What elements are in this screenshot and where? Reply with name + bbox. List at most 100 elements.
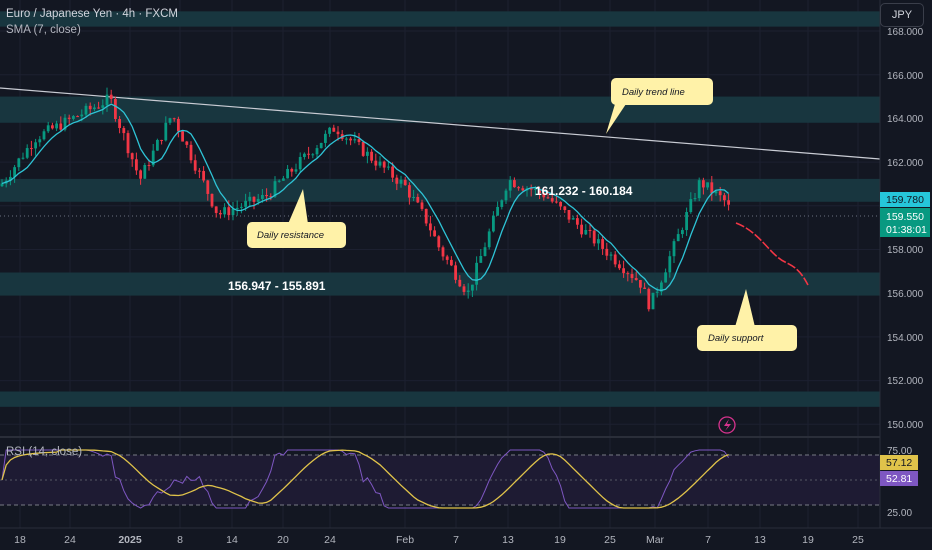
candle-body	[361, 142, 365, 156]
candle-body	[256, 198, 260, 202]
time-label: 13	[502, 534, 514, 546]
candle-body	[198, 170, 201, 172]
candle-body	[576, 218, 579, 225]
rsi-indicator-label[interactable]: RSI (14, close)	[6, 446, 83, 458]
sma-value-badge	[880, 192, 930, 207]
candle-body	[584, 229, 588, 235]
candle-body	[130, 153, 134, 160]
price-axis[interactable]: 168.000 166.000 164.000 162.000 158.000 …	[879, 0, 932, 550]
sma-line	[1, 103, 730, 292]
candle-body	[290, 168, 294, 172]
candle-body	[269, 196, 273, 198]
candle-body	[550, 198, 554, 202]
time-axis[interactable]: 18 24 2025 8 14 20 24 Feb 7 13 19 25 Mar 7 13 19 25	[0, 527, 932, 546]
time-label: 7	[453, 534, 459, 546]
candle-body	[370, 151, 373, 161]
candle-body	[151, 150, 155, 166]
candle-body	[387, 166, 390, 168]
candle-body	[483, 247, 487, 256]
candle-body	[46, 125, 50, 132]
candle-body	[676, 234, 680, 242]
candle-body	[513, 180, 516, 188]
candle-body	[38, 139, 42, 143]
time-label: 13	[754, 534, 766, 546]
sma-indicator-label[interactable]: SMA (7, close)	[6, 24, 81, 36]
candle-body	[555, 201, 558, 203]
daily-trend-line[interactable]	[0, 87, 881, 160]
lightning-icon[interactable]	[718, 416, 736, 434]
zone-band[interactable]	[0, 391, 880, 407]
time-label: 8	[177, 534, 183, 546]
zone-band[interactable]	[0, 178, 880, 202]
candle-body	[693, 198, 697, 200]
rsi-tick: 75.00	[887, 446, 912, 457]
currency-button[interactable]: JPY	[880, 3, 924, 27]
price-tick: 168.000	[887, 27, 924, 38]
candle-body	[408, 185, 411, 198]
candle-body	[613, 254, 617, 265]
candle-body	[282, 178, 285, 181]
candle-body	[332, 127, 336, 132]
candle-body	[345, 138, 348, 140]
zone-band[interactable]	[0, 11, 880, 27]
candle-body	[454, 265, 457, 280]
candle-body	[588, 229, 592, 231]
candle-body	[319, 142, 323, 149]
candle-body	[248, 196, 252, 201]
trend-line-note[interactable]: Daily trend line	[606, 78, 713, 134]
candle-body	[681, 230, 684, 235]
support-note[interactable]: Daily support	[697, 289, 797, 351]
candle-body	[433, 230, 436, 237]
candle-body	[202, 171, 205, 181]
candle-body	[462, 286, 466, 292]
candle-body	[685, 212, 688, 231]
candle-body	[223, 207, 226, 215]
candle-body	[445, 256, 449, 260]
last-price-badge	[880, 208, 930, 237]
candle-body	[185, 141, 189, 145]
candle-body	[605, 248, 609, 256]
time-label: 19	[802, 534, 814, 546]
candle-body	[702, 180, 705, 188]
candle-body	[172, 118, 176, 120]
candle-body	[475, 262, 478, 285]
zone-band[interactable]	[0, 96, 880, 123]
candle-body	[235, 207, 239, 209]
candle-body	[496, 206, 499, 216]
candle-body	[160, 139, 163, 141]
zone-upper-label: 161.232 - 160.184	[535, 184, 633, 198]
candle-body	[252, 196, 256, 202]
candle-body	[13, 167, 16, 177]
candle-body	[487, 231, 491, 248]
candle-body	[286, 168, 289, 179]
candle-body	[382, 161, 386, 168]
candle-body	[298, 157, 302, 170]
time-label: Mar	[646, 534, 665, 546]
candle-body	[143, 164, 147, 179]
candle-body	[714, 191, 718, 194]
candle-body	[580, 224, 583, 235]
zone-band[interactable]	[0, 272, 880, 296]
candle-body	[67, 117, 71, 119]
symbol-title[interactable]: Euro / Japanese Yen · 4h · FXCM	[6, 8, 178, 20]
candle-body	[466, 290, 470, 292]
candle-body	[601, 239, 604, 249]
candle-body	[324, 133, 327, 143]
candle-body	[97, 107, 100, 109]
candle-body	[214, 206, 218, 213]
candle-body	[0, 183, 4, 187]
candle-body	[168, 118, 172, 123]
candle-body	[429, 223, 432, 231]
candle-body	[84, 105, 88, 115]
candle-body	[357, 139, 361, 143]
candle-body	[88, 105, 92, 110]
candle-body	[706, 182, 709, 188]
time-label: 25	[604, 534, 616, 546]
candle-body	[336, 131, 340, 135]
candle-body	[101, 105, 105, 108]
resistance-note[interactable]: Daily resistance	[247, 189, 346, 248]
candle-body	[63, 117, 67, 130]
candle-body	[9, 176, 12, 181]
candle-body	[655, 291, 659, 293]
